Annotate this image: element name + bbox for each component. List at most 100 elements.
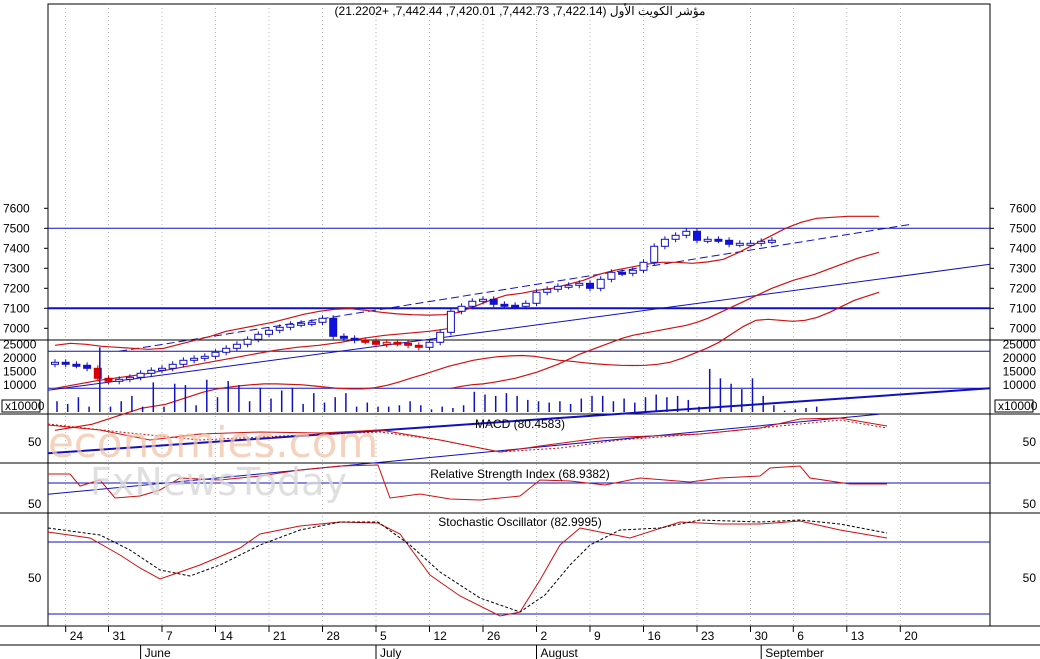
x-tick-label: 6 [797, 629, 804, 643]
candle-body [479, 298, 487, 302]
candle-body [361, 339, 370, 343]
candle-body [200, 355, 209, 359]
volume-unit-box [994, 399, 1034, 413]
candle-body [693, 230, 701, 241]
candle-body [222, 347, 231, 353]
bollinger-upper-line [54, 215, 879, 350]
candle-body [297, 322, 306, 326]
candle-body [767, 239, 776, 243]
volume-tick-label-left: 20000 [3, 351, 37, 365]
candle-body [607, 271, 616, 280]
candle-body [243, 338, 252, 345]
candle-body [500, 303, 509, 307]
candle-body [671, 234, 680, 240]
candle-body [511, 304, 520, 308]
month-label: July [380, 646, 401, 659]
y-tick-label-left: 7500 [3, 221, 30, 235]
x-tick-label: 20 [904, 629, 918, 643]
candle-body [168, 363, 177, 369]
candle-body [83, 364, 92, 369]
watermark-fxnewstoday: FxNewsToday [90, 460, 347, 504]
macd-tick-right: 50 [1023, 435, 1037, 449]
candle-body [618, 271, 627, 275]
x-tick-label: 14 [220, 629, 234, 643]
y-tick-label-left: 7000 [3, 321, 30, 335]
bollinger-lower-line [54, 291, 880, 431]
candle-body [586, 282, 594, 289]
rsi-title: Relative Strength Index (68.9382) [430, 467, 609, 481]
y-tick-label-left: 7200 [3, 281, 30, 295]
candle-body [382, 341, 391, 345]
candle-body [93, 367, 102, 379]
candle-body [425, 341, 434, 348]
candle-body [553, 285, 562, 290]
candle-body [660, 238, 669, 247]
volume-tick-label-left: 15000 [3, 365, 37, 379]
x-tick-label: 2 [541, 629, 548, 643]
watermark-economies: economies.com [48, 418, 378, 467]
y-tick-label-right: 7300 [1009, 261, 1036, 275]
candle-body [72, 363, 81, 367]
x-tick-label: 26 [487, 629, 501, 643]
candle-body [725, 239, 734, 245]
candle-body [329, 317, 338, 337]
stochastic-title: Stochastic Oscillator (82.9995) [438, 515, 601, 529]
volume-tick-label-right: 10000 [1003, 378, 1037, 392]
candle-body [318, 317, 327, 323]
macd-signal-line [47, 419, 888, 453]
bollinger-middle-line [450, 251, 880, 389]
candle-body [307, 321, 316, 325]
month-label: August [541, 646, 579, 659]
stochastic-k-line [47, 520, 888, 617]
x-tick-label: 9 [594, 629, 601, 643]
x-tick-label: 21 [273, 629, 287, 643]
rsi-tick-left: 50 [28, 497, 42, 511]
x-tick-label: 31 [113, 629, 127, 643]
y-tick-label-left: 7400 [3, 241, 30, 255]
candle-body [125, 376, 134, 380]
y-tick-label-right: 7000 [1009, 321, 1036, 335]
volume-tick-label-right: 15000 [1003, 365, 1037, 379]
candle-body [286, 323, 295, 328]
stochastic-d-line [47, 519, 888, 613]
x-tick-label: 24 [70, 629, 84, 643]
candle-body [61, 361, 70, 365]
plot-frame [47, 3, 991, 627]
volume-tick-label-left: 25000 [3, 338, 37, 352]
candle-body [757, 240, 766, 244]
candle-body [639, 261, 648, 271]
candle-body [393, 341, 402, 345]
y-tick-label-right: 7100 [1009, 301, 1036, 315]
candle-body [521, 302, 530, 307]
macd-title: MACD (80.4583) [475, 417, 565, 431]
stochastic-tick-left: 50 [28, 571, 42, 585]
y-tick-label-right: 7200 [1009, 281, 1036, 295]
trendline-lower [47, 413, 879, 495]
candle-body [404, 342, 413, 346]
candle-body [457, 305, 466, 312]
x-tick-label: 7 [166, 629, 173, 643]
candle-body [650, 245, 659, 263]
candle-body [746, 242, 755, 246]
candle-body [564, 284, 573, 288]
candle-body [714, 238, 723, 242]
volume-tick-label-left: 10000 [3, 378, 37, 392]
candle-body [232, 343, 241, 349]
candle-body [703, 238, 712, 242]
candle-body [468, 300, 477, 307]
candle-body [275, 326, 284, 331]
candle-body [372, 340, 380, 345]
x-tick-label: 16 [648, 629, 662, 643]
x-tick-label: 13 [851, 629, 865, 643]
candle-body [575, 282, 584, 286]
candle-body [446, 310, 455, 333]
y-tick-label-left: 7300 [3, 261, 30, 275]
candle-body [179, 359, 188, 365]
candle-body [596, 278, 605, 289]
x-tick-label: 23 [701, 629, 715, 643]
candle-body [158, 367, 166, 371]
trendline-channel-high [119, 223, 912, 352]
candle-body [735, 242, 744, 246]
moving-average-line [54, 327, 451, 389]
